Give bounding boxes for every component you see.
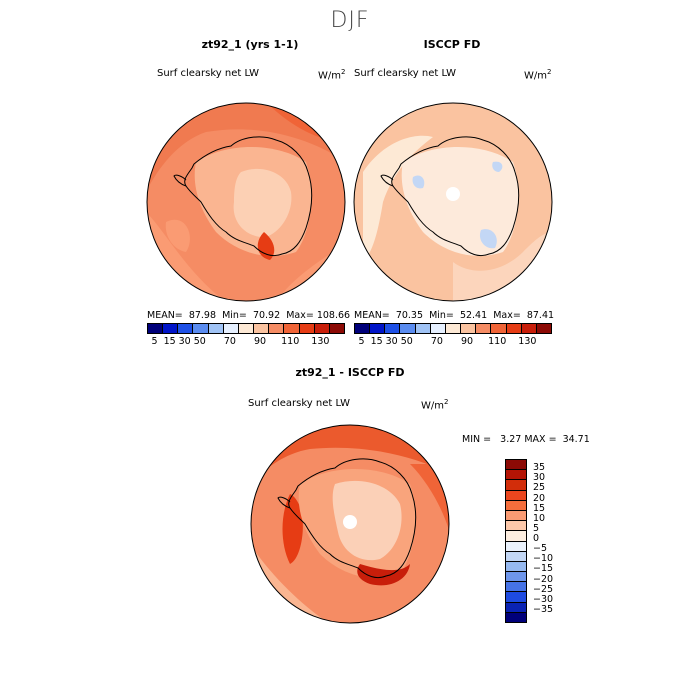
colorbar-swatch: [506, 612, 526, 622]
colorbar-tick-label: 15: [533, 502, 546, 514]
colorbar-tick-label: 5: [151, 336, 158, 347]
variable-label-obs: Surf clearsky net LW: [354, 68, 457, 79]
units-label-model: W/m2: [318, 68, 346, 82]
colorbar-swatch: [238, 324, 255, 333]
colorbar-tick-label: 20: [533, 492, 546, 504]
colorbar-tick-label: 5: [358, 336, 365, 347]
colorbar-swatch: [506, 592, 526, 603]
colorbar-swatch: [329, 324, 345, 333]
colorbar-tick-label: 110: [488, 336, 507, 347]
colorbar-swatch: [506, 470, 526, 481]
colorbar-tick-label: 130: [518, 336, 537, 347]
colorbar-tick-label: 70: [430, 336, 443, 347]
stats-obs: MEAN= 70.35 Min= 52.41 Max= 87.41: [354, 310, 555, 321]
colorbar-swatch: [163, 324, 179, 333]
colorbar-tick-label: 110: [281, 336, 300, 347]
colorbar-tick-label: 10: [533, 512, 546, 524]
colorbar-swatch: [254, 324, 270, 333]
colorbar-swatch: [506, 521, 526, 532]
colorbar-swatch: [506, 602, 526, 613]
colorbar-swatch: [506, 551, 526, 562]
colorbar-swatch: [284, 324, 300, 333]
colorbar-tick-label: 15: [370, 336, 383, 347]
colorbar-tick-label: 30: [178, 336, 191, 347]
colorbar-tick-label: 35: [533, 462, 546, 474]
colorbar-swatch: [506, 561, 526, 573]
colorbar-tick-label: −20: [533, 573, 554, 585]
colorbar-swatch: [506, 541, 526, 552]
colorbar-tick-label: 90: [461, 336, 474, 347]
panel-title-diff: zt92_1 - ISCCP FD: [295, 366, 405, 379]
colorbar-tick-label: 25: [533, 482, 546, 494]
colorbar-swatch: [415, 324, 431, 333]
colorbar-swatch: [148, 324, 164, 333]
colorbar-tick-label: 50: [193, 336, 206, 347]
colorbar-swatch: [223, 324, 239, 333]
colorbar-tick-label: 130: [311, 336, 330, 347]
colorbar-tick-label: −10: [533, 553, 554, 565]
colorbar-swatch: [536, 324, 552, 333]
colorbar-tick-label: −30: [533, 593, 554, 605]
colorbar-swatch: [521, 324, 537, 333]
colorbar-swatch: [506, 582, 526, 593]
colorbar-swatch: [491, 324, 507, 333]
colorbar-swatch: [208, 324, 224, 333]
units-label-diff: W/m2: [421, 398, 449, 412]
colorbar-tick-label: 30: [533, 472, 546, 484]
colorbar-tick-label: 90: [254, 336, 267, 347]
season-title: DJF: [330, 8, 370, 33]
colorbar-swatch: [506, 531, 526, 542]
variable-label-diff: Surf clearsky net LW: [248, 398, 351, 409]
colorbar-swatch: [400, 324, 416, 333]
colorbar-swatch: [178, 324, 194, 333]
colorbar-swatch: [506, 324, 522, 333]
colorbar-swatch: [430, 324, 446, 333]
colorbar-swatch: [506, 510, 526, 522]
colorbar-tick-label: −25: [533, 583, 554, 595]
colorbar-tick-label: 70: [223, 336, 236, 347]
map-model: [146, 102, 346, 302]
colorbar-tick-label: 30: [385, 336, 398, 347]
colorbar-obs: [354, 323, 552, 334]
stats-model: MEAN= 87.98 Min= 70.92 Max= 108.66: [147, 310, 351, 321]
map-diff: [250, 424, 450, 624]
colorbar-swatch: [385, 324, 401, 333]
colorbar-swatch: [461, 324, 477, 333]
colorbar-tick-label: 50: [400, 336, 413, 347]
colorbar-tick-label: 5: [533, 522, 540, 534]
colorbar-tick-label: −5: [533, 543, 548, 555]
variable-label-model: Surf clearsky net LW: [157, 68, 260, 79]
colorbar-swatch: [355, 324, 371, 333]
colorbar-swatch: [506, 480, 526, 491]
colorbar-swatch: [506, 490, 526, 501]
colorbar-swatch: [193, 324, 209, 333]
colorbar-swatch: [299, 324, 315, 333]
colorbar-swatch: [370, 324, 386, 333]
colorbar-swatch: [506, 460, 526, 471]
colorbar-swatch: [506, 500, 526, 511]
colorbar-diff: [505, 459, 527, 623]
colorbar-swatch: [476, 324, 492, 333]
panel-title-model: zt92_1 (yrs 1-1): [201, 38, 299, 51]
colorbar-tick-label: 0: [533, 533, 540, 544]
colorbar-tick-label: −35: [533, 603, 554, 615]
colorbar-swatch: [269, 324, 285, 333]
colorbar-model: [147, 323, 345, 334]
panel-title-obs: ISCCP FD: [423, 38, 481, 51]
units-label-obs: W/m2: [524, 68, 552, 82]
map-obs: [353, 102, 553, 302]
colorbar-swatch: [506, 572, 526, 583]
colorbar-tick-label: 15: [163, 336, 176, 347]
colorbar-swatch: [445, 324, 462, 333]
colorbar-swatch: [314, 324, 330, 333]
stats-diff: MIN = 3.27 MAX = 34.71: [462, 434, 590, 445]
colorbar-tick-label: −15: [533, 563, 554, 575]
